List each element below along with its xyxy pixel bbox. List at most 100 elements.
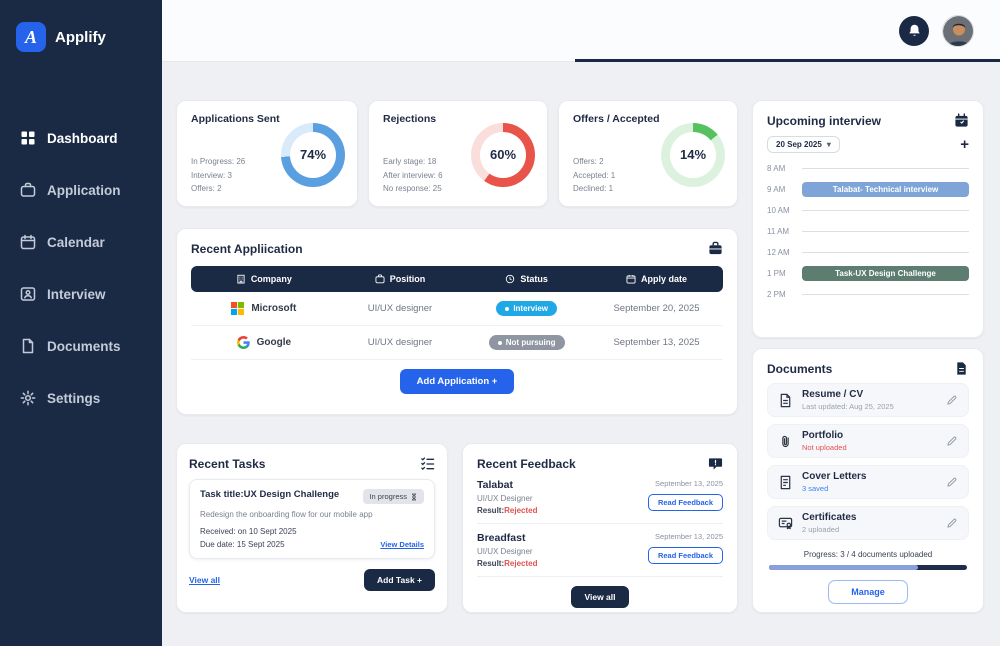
documents-progress-text: Progress: 3 / 4 documents uploaded (803, 550, 933, 559)
notifications-button[interactable] (899, 15, 929, 46)
stat-card-applications-sent: Applications Sent In Progress: 26 Intervi… (176, 100, 358, 207)
main-area: Applications Sent In Progress: 26 Intervi… (162, 0, 1000, 646)
person-card-icon (20, 287, 36, 301)
sidebar-item-application[interactable]: Application (20, 182, 162, 198)
edit-icon[interactable] (946, 517, 958, 529)
card-title: Upcoming interview (767, 113, 882, 128)
calendar-icon (20, 234, 36, 250)
certificate-icon (778, 517, 793, 529)
column-header-apply-date: Apply date (590, 274, 723, 284)
app-logo[interactable]: A Applify (0, 0, 162, 74)
calendar-icon (626, 274, 636, 284)
hourglass-icon (412, 493, 416, 500)
sidebar-item-documents[interactable]: Documents (20, 338, 162, 354)
task-due-date: Due date: 15 Sept 2025 (200, 540, 285, 549)
time-slot: 12 AM (767, 242, 969, 263)
stat-breakdown: Offers: 2 Accepted: 1 Declined: 1 (573, 157, 616, 194)
briefcase-badge-icon (709, 241, 722, 255)
gear-icon (20, 390, 36, 406)
task-received: Received: on 10 Sept 2025 (200, 527, 297, 536)
interview-date-select[interactable]: 20 Sep 2025 ▾ (767, 136, 840, 153)
resume-icon (780, 393, 791, 407)
chevron-down-icon: ▾ (826, 140, 831, 149)
task-status-badge: In progress (363, 489, 424, 504)
feedback-result: Result:Rejected (477, 506, 538, 515)
document-row-portfolio[interactable]: Portfolio Not uploaded (767, 424, 969, 458)
building-icon (237, 274, 245, 284)
add-task-button[interactable]: Add Task + (364, 569, 435, 591)
manage-documents-button[interactable]: Manage (828, 580, 908, 604)
document-meta: Last updated: Aug 25, 2025 (802, 402, 894, 411)
table-row-microsoft[interactable]: Microsoft UI/UX designer Interview Septe… (191, 292, 723, 326)
briefcase-icon (20, 182, 36, 197)
edit-icon[interactable] (946, 476, 958, 488)
donut-chart-applications: 74% (281, 122, 345, 187)
document-meta: 3 saved (802, 484, 829, 493)
interview-event-task[interactable]: Task-UX Design Challenge (802, 266, 969, 281)
time-slot: 2 PM (767, 284, 969, 305)
feedback-company: Breadfast (477, 532, 526, 544)
documents-card: Documents Resume / CV Last updated: Aug … (752, 348, 984, 613)
card-title: Recent Appliication (191, 241, 303, 256)
briefcase-icon (375, 274, 385, 284)
card-title: Recent Tasks (189, 456, 266, 471)
time-slot: 1 PM Task-UX Design Challenge (767, 263, 969, 284)
feedback-item-talabat[interactable]: Talabat UI/UX Designer Result:Rejected S… (477, 471, 723, 524)
sidebar-item-calendar[interactable]: Calendar (20, 234, 162, 250)
task-item[interactable]: Task title:UX Design Challenge In progre… (189, 479, 435, 559)
grid-icon (21, 131, 35, 145)
feedback-view-all-button[interactable]: View all (571, 586, 629, 608)
sidebar-item-dashboard[interactable]: Dashboard (20, 130, 162, 146)
google-logo (236, 336, 250, 349)
brand-name: Applify (55, 28, 106, 46)
sidebar-item-label: Dashboard (47, 130, 118, 146)
column-header-company: Company (191, 274, 337, 284)
document-name: Cover Letters (802, 471, 867, 482)
add-interview-button[interactable]: + (960, 136, 969, 153)
feedback-result: Result:Rejected (477, 559, 538, 568)
feedback-role: UI/UX Designer (477, 547, 533, 556)
document-name: Resume / CV (802, 389, 864, 400)
document-badge-icon (957, 362, 966, 375)
interview-event-talabat[interactable]: Talabat- Technical interview (802, 182, 969, 197)
interview-timeline: 8 AM 9 AM Talabat- Technical interview 10… (767, 158, 969, 305)
recent-feedback-card: Recent Feedback Talabat UI/UX Designer R… (462, 443, 738, 613)
bell-icon (908, 24, 920, 36)
feedback-role: UI/UX Designer (477, 494, 533, 503)
sidebar-item-label: Application (47, 182, 121, 198)
table-header-row: Company Position Status Apply date (191, 266, 723, 292)
selected-date: 20 Sep 2025 (776, 140, 822, 149)
table-row-google[interactable]: Google UI/UX designer Not pursuing Septe… (191, 326, 723, 360)
document-name: Certificates (802, 512, 857, 523)
document-row-cover-letters[interactable]: Cover Letters 3 saved (767, 465, 969, 499)
tasklist-icon (421, 457, 435, 471)
feedback-item-breadfast[interactable]: Breadfast UI/UX Designer Result:Rejected… (477, 524, 723, 577)
card-title: Documents (767, 361, 833, 376)
task-description: Redesign the onboarding flow for our mob… (200, 510, 373, 519)
sidebar-item-interview[interactable]: Interview (20, 286, 162, 302)
avatar-image (943, 15, 973, 46)
document-row-certificates[interactable]: Certificates 2 uploaded (767, 506, 969, 540)
avatar[interactable] (942, 14, 974, 47)
edit-icon[interactable] (946, 435, 958, 447)
edit-icon[interactable] (946, 394, 958, 406)
column-header-position: Position (337, 274, 464, 284)
chat-icon (708, 458, 723, 470)
document-row-resume[interactable]: Resume / CV Last updated: Aug 25, 2025 (767, 383, 969, 417)
read-feedback-button[interactable]: Read Feedback (647, 494, 723, 511)
read-feedback-button[interactable]: Read Feedback (647, 547, 723, 564)
stat-breakdown: Early stage: 18 After interview: 6 No resp… (383, 157, 443, 194)
stat-title: Applications Sent (191, 113, 280, 125)
sidebar-item-label: Interview (47, 286, 106, 302)
recent-application-card: Recent Appliication Company Position Sta… (176, 228, 738, 415)
recent-tasks-card: Recent Tasks Task title:UX Design Challe… (176, 443, 448, 613)
feedback-company: Talabat (477, 479, 513, 491)
stat-card-rejections: Rejections Early stage: 18 After intervie… (368, 100, 548, 207)
sidebar-item-settings[interactable]: Settings (20, 390, 162, 406)
time-slot: 8 AM (767, 158, 969, 179)
tasks-view-all-link[interactable]: View all (189, 575, 221, 585)
view-details-link[interactable]: View Details (380, 540, 424, 549)
document-name: Portfolio (802, 430, 844, 441)
card-title: Recent Feedback (477, 456, 576, 471)
add-application-button[interactable]: Add Application + (399, 369, 515, 394)
